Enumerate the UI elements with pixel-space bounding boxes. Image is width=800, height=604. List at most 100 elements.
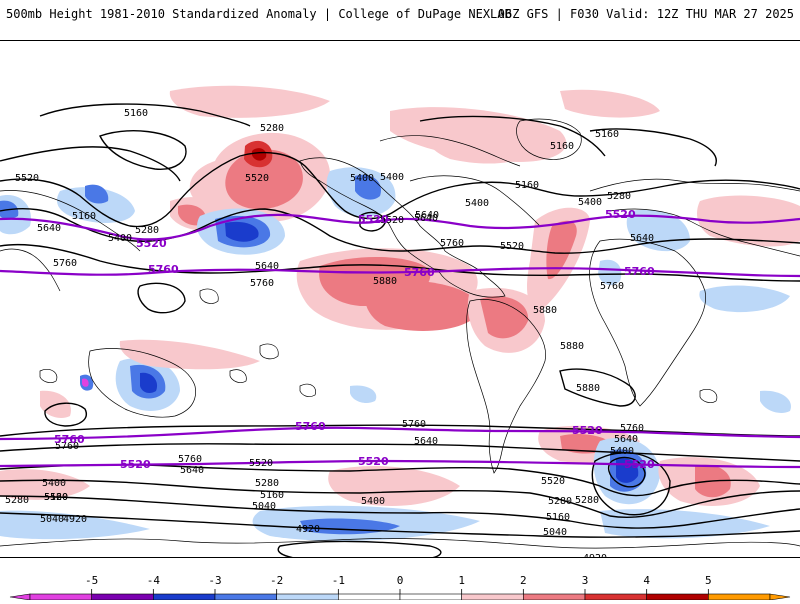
contour-label: 5640 bbox=[37, 223, 61, 234]
contour-label-purple: 5760 bbox=[54, 433, 85, 446]
contour-label: 5760 bbox=[600, 281, 624, 292]
colorbar-segment bbox=[29, 593, 92, 601]
colorbar-segment bbox=[153, 593, 216, 601]
contour-label-purple: 5760 bbox=[624, 265, 655, 278]
colorbar-segment bbox=[461, 593, 524, 601]
contour-label-purple: 5520 bbox=[358, 455, 389, 468]
colorbar-segment bbox=[399, 593, 462, 601]
contour-label: 5520 bbox=[541, 476, 565, 487]
colorbar-segment bbox=[91, 593, 154, 601]
contour-label: 5400 bbox=[380, 172, 404, 183]
contour-label: 5640 bbox=[414, 436, 438, 447]
contour-label: 5160 bbox=[72, 211, 96, 222]
contour-label: 5400 bbox=[578, 197, 602, 208]
contour-label: 5280 bbox=[607, 191, 631, 202]
contour-label: 4920 bbox=[63, 514, 87, 525]
contour-label: 5280 bbox=[255, 478, 279, 489]
contour-label: 5160 bbox=[44, 492, 68, 503]
contour-label: 4920 bbox=[296, 524, 320, 535]
map-panel: 5160 5280 5520 5640 5400 5280 5760 5640 … bbox=[0, 40, 800, 558]
contour-label: 5160 bbox=[595, 129, 619, 140]
contour-label: 5160 bbox=[515, 180, 539, 191]
contour-label: 5520 bbox=[500, 241, 524, 252]
contour-label-purple: 5760 bbox=[404, 266, 435, 279]
contour-label: 5160 bbox=[546, 512, 570, 523]
colorbar-tick-label: 2 bbox=[520, 574, 527, 587]
contour-label: 5400 bbox=[350, 173, 374, 184]
colorbar-segment bbox=[523, 593, 586, 601]
colorbar-tick-label: 4 bbox=[643, 574, 650, 587]
contour-label: 4800 bbox=[362, 556, 386, 558]
contour-label: 5640 bbox=[255, 261, 279, 272]
colorbar-tick-label: 3 bbox=[582, 574, 589, 587]
contour-labels: 5160 5280 5520 5640 5400 5280 5760 5640 … bbox=[5, 108, 655, 558]
contour-label-purple: 5760 bbox=[148, 263, 179, 276]
contour-label: 5760 bbox=[250, 278, 274, 289]
contour-label: 5760 bbox=[178, 454, 202, 465]
colorbar-tick-label: -3 bbox=[208, 574, 221, 587]
contour-label: 5160 bbox=[550, 141, 574, 152]
contour-label: 4920 bbox=[583, 553, 607, 558]
contour-label: 5400 bbox=[610, 446, 634, 457]
colorbar-arrow-left bbox=[9, 593, 31, 601]
colorbar-segment bbox=[214, 593, 277, 601]
colorbar-scale: -5 -4 -3 -2 -1 0 1 2 3 4 5 bbox=[9, 574, 791, 601]
contour-label: 5520 bbox=[249, 458, 273, 469]
contour-label: 5520 bbox=[15, 173, 39, 184]
contour-label-purple: 5760 bbox=[295, 420, 326, 433]
contour-label: 5640 bbox=[630, 233, 654, 244]
header: 500mb Height 1981-2010 Standardized Anom… bbox=[0, 0, 800, 30]
colorbar-tick-label: 5 bbox=[705, 574, 712, 587]
contour-label: 5640 bbox=[180, 465, 204, 476]
colorbar-tick-label: 0 bbox=[397, 574, 404, 587]
colorbar-segment bbox=[708, 593, 771, 601]
colorbar-segment bbox=[276, 593, 339, 601]
contour-label-purple: 5520 bbox=[572, 424, 603, 437]
contour-label: 5160 bbox=[124, 108, 148, 119]
contour-label: 5520 bbox=[245, 173, 269, 184]
contour-label-purple: 5520 bbox=[120, 458, 151, 471]
purple-contours bbox=[0, 213, 800, 469]
contour-label: 5280 bbox=[548, 496, 572, 507]
contour-label: 5760 bbox=[53, 258, 77, 269]
contour-label: 5880 bbox=[533, 305, 557, 316]
colorbar-segment bbox=[646, 593, 709, 601]
contour-label: 5760 bbox=[620, 423, 644, 434]
contour-label: 5760 bbox=[402, 419, 426, 430]
colorbar-tick-label: -4 bbox=[147, 574, 161, 587]
height-contours bbox=[0, 103, 800, 557]
colorbar-segment bbox=[584, 593, 647, 601]
colorbar-tick-label: 1 bbox=[458, 574, 465, 587]
contour-label: 5760 bbox=[440, 238, 464, 249]
colorbar-tick-label: -1 bbox=[332, 574, 345, 587]
coastlines bbox=[0, 118, 800, 549]
map-title: 500mb Height 1981-2010 Standardized Anom… bbox=[6, 7, 512, 21]
contour-label: 5640 bbox=[415, 210, 439, 221]
contour-label: 5400 bbox=[361, 496, 385, 507]
contour-label: 5880 bbox=[373, 276, 397, 287]
contour-label: 5040 bbox=[543, 527, 567, 538]
colorbar-tick-label: -5 bbox=[85, 574, 98, 587]
contour-label: 5520 bbox=[44, 492, 68, 503]
contour-label: 5280 bbox=[260, 123, 284, 134]
contour-label-purple: 5520 bbox=[605, 208, 636, 221]
contour-label: 5400 bbox=[465, 198, 489, 209]
colorbar-tick-label: -2 bbox=[270, 574, 283, 587]
contour-label: 5760 bbox=[55, 441, 79, 452]
contour-label: 5160 bbox=[260, 490, 284, 501]
contour-label-purple: 5520 bbox=[624, 458, 655, 471]
contour-label-purple: 5520 bbox=[358, 213, 389, 226]
contour-label: 5040 bbox=[252, 501, 276, 512]
contour-label: 5880 bbox=[560, 341, 584, 352]
anomaly-map: 5160 5280 5520 5640 5400 5280 5760 5640 … bbox=[0, 41, 800, 558]
contour-label: 5520 bbox=[380, 215, 404, 226]
colorbar-arrow-right bbox=[769, 593, 791, 601]
model-run-info: 06Z GFS | F030 Valid: 12Z THU MAR 27 202… bbox=[497, 7, 794, 21]
contour-label: 5280 bbox=[575, 495, 599, 506]
contour-label: 5400 bbox=[108, 233, 132, 244]
contour-label: 5040 bbox=[40, 514, 64, 525]
contour-label: 5880 bbox=[576, 383, 600, 394]
contour-label: 5400 bbox=[42, 478, 66, 489]
contour-label: 5280 bbox=[5, 495, 29, 506]
colorbar-legend: -5 -4 -3 -2 -1 0 1 2 3 4 5 bbox=[0, 570, 800, 601]
